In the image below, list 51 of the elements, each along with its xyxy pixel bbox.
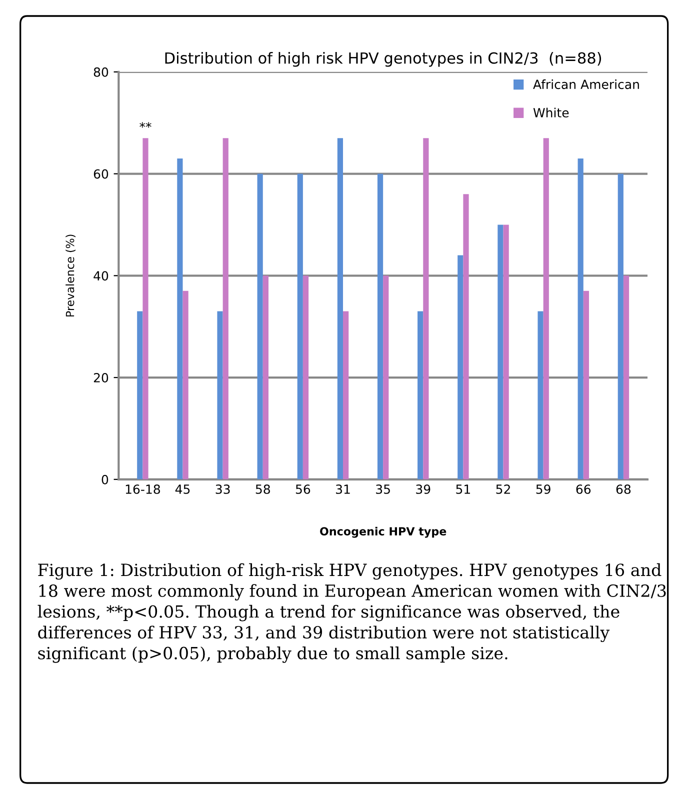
bar (377, 174, 384, 480)
x-tick-label: 66 (576, 484, 591, 494)
x-tick-label: 51 (456, 484, 470, 494)
x-tick-label: 45 (175, 484, 190, 494)
bar (217, 311, 223, 480)
x-axis-title: Oncogenic HPV type (320, 526, 446, 538)
bar (498, 224, 504, 480)
x-tick-label: 68 (616, 484, 631, 494)
bar (257, 174, 263, 480)
y-tick-label: 60 (94, 169, 108, 179)
x-tick-label: 59 (536, 484, 550, 494)
bar (182, 290, 188, 480)
chart-title: Distribution of high risk HPV genotypes in CIN2/3 (n=88) (165, 52, 602, 67)
bar (142, 138, 148, 480)
x-tick-label: 35 (376, 484, 390, 494)
legend-label: White (533, 108, 569, 118)
bar (543, 138, 549, 480)
x-tick-label: 31 (336, 484, 350, 494)
y-tick-label: 80 (94, 67, 108, 77)
bar (337, 138, 344, 480)
bar (618, 174, 624, 480)
x-tick-label: 56 (296, 484, 310, 494)
annotation: ** (140, 122, 152, 128)
bar (623, 276, 630, 480)
bar (137, 311, 143, 480)
x-tick-label: 58 (256, 484, 270, 494)
bar (297, 174, 303, 480)
y-tick-label: 0 (102, 474, 108, 484)
y-tick-label: 40 (94, 271, 108, 281)
x-tick-label: 33 (216, 484, 230, 494)
x-tick-label: 52 (496, 484, 510, 494)
caption: Figure 1: Distribution of high-risk HPV genotypes. HPV genotypes 16 and 18 were most commonly found in European American women with CIN2/3 lesions, **p<0.05. Though a trend for significance was observed, the differences of HPV 33, 31, and 39 distribution were not statistically significant (p>0.05), probably due to small sample size. (38, 563, 666, 663)
bar (302, 276, 309, 480)
bar (418, 311, 424, 480)
bar (343, 311, 349, 480)
y-tick-label: 20 (94, 373, 108, 382)
bar (458, 255, 464, 480)
bar (583, 290, 589, 480)
x-tick-label: 39 (416, 484, 430, 494)
bar (463, 194, 469, 480)
x-tick-label: 16-18 (126, 484, 160, 494)
bar (383, 276, 389, 480)
bar (538, 311, 544, 480)
bar (423, 138, 429, 480)
bar (177, 158, 183, 480)
bar (222, 138, 228, 480)
bar (503, 224, 509, 480)
bar (262, 276, 268, 480)
bar (578, 158, 584, 480)
y-axis-title: Prevalence (%) (66, 234, 76, 316)
legend-label: African American (533, 79, 639, 90)
